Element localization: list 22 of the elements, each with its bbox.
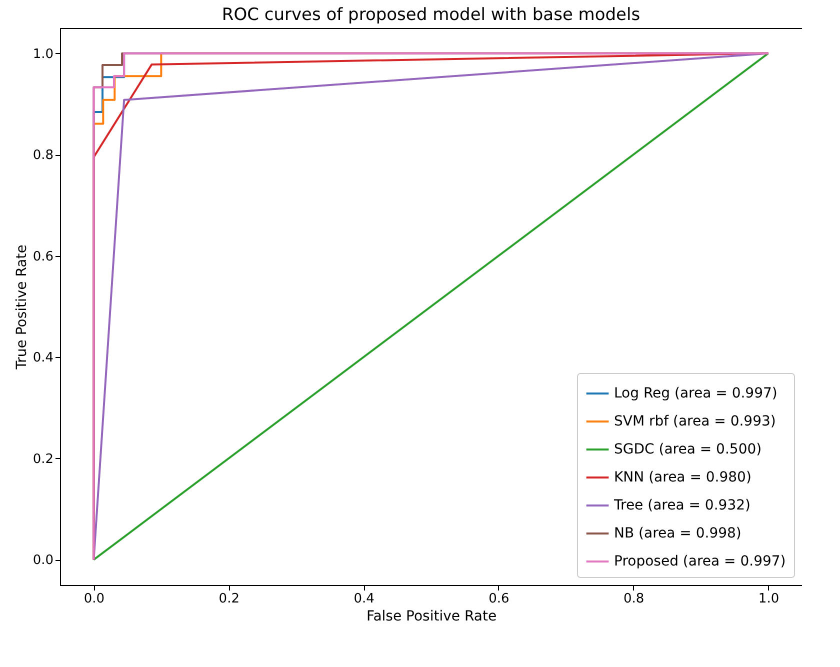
x-tick-label: 0.4 — [354, 592, 374, 606]
x-tick-label: 0.2 — [218, 592, 240, 606]
legend-label: KNN (area = 0.980) — [614, 470, 752, 486]
y-tick-label: 0.2 — [32, 452, 54, 467]
legend-label: SGDC (area = 0.500) — [614, 442, 762, 458]
y-tick-label: 0.4 — [32, 350, 54, 366]
y-axis-title: True Positive Rate — [14, 244, 30, 370]
legend-label: Proposed (area = 0.997) — [614, 554, 786, 570]
legend-label: Log Reg (area = 0.997) — [614, 386, 778, 402]
legend-label: SVM rbf (area = 0.993) — [614, 414, 776, 430]
y-tick-label: 0.6 — [32, 249, 54, 264]
legend-label: Tree (area = 0.932) — [613, 498, 750, 514]
legend-label: NB (area = 0.998) — [614, 526, 742, 542]
y-tick-label: 0.0 — [32, 553, 54, 568]
y-tick-label: 0.8 — [32, 148, 54, 164]
x-tick-label: 0.6 — [488, 592, 510, 606]
chart-title: ROC curves of proposed model with base models — [222, 5, 640, 25]
y-tick-label: 1.0 — [32, 46, 54, 62]
x-axis-title: False Positive Rate — [366, 608, 497, 624]
x-tick-label: 0.0 — [84, 592, 105, 606]
x-tick-label: 0.8 — [624, 592, 644, 606]
x-tick-label: 1.0 — [758, 592, 780, 606]
